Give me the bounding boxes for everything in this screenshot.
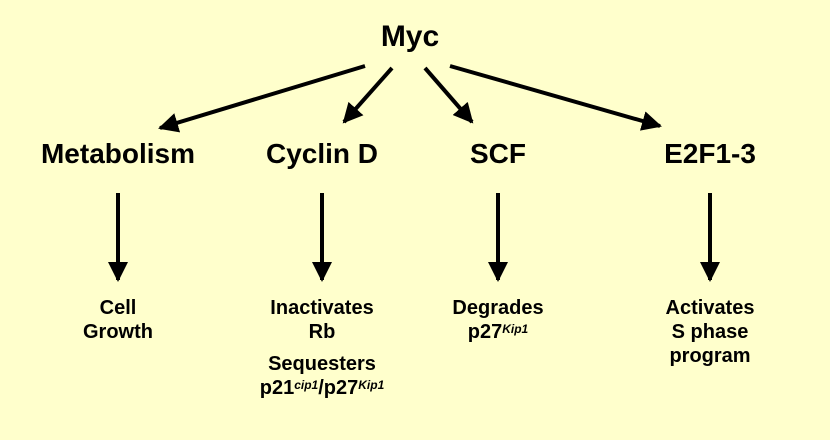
p21-base: p21 xyxy=(259,377,295,399)
node-scf: SCF xyxy=(470,138,526,169)
outcome-text: program xyxy=(669,345,751,367)
node-e2f1-3: E2F1-3 xyxy=(664,138,756,169)
outcome-text: Rb xyxy=(308,321,336,343)
outcome-text: Cell xyxy=(99,297,137,319)
separator: / xyxy=(318,377,324,399)
outcome-cyclin-d-effects: Inactivates Rb Sequesters p21cip1/p27Kip… xyxy=(260,296,385,400)
spacer xyxy=(260,344,385,352)
outcome-cell-growth: Cell Growth xyxy=(83,296,153,344)
p27-base: p27 xyxy=(467,321,503,343)
p27-superscript: Kip1 xyxy=(502,322,529,336)
arrow-myc-to-scf xyxy=(423,66,474,124)
node-myc: Myc xyxy=(380,20,440,53)
p21-superscript: cip1 xyxy=(294,378,319,392)
outcome-s-phase: Activates S phase program xyxy=(666,296,755,368)
p27-superscript: Kip1 xyxy=(358,378,385,392)
outcome-text: Growth xyxy=(83,321,153,343)
node-metabolism: Metabolism xyxy=(40,138,196,169)
arrow-myc-to-metabolism xyxy=(158,64,366,133)
node-cyclin-d: Cyclin D xyxy=(265,138,379,169)
outcome-text: Sequesters xyxy=(268,353,376,375)
outcome-text: Degrades xyxy=(452,297,544,319)
outcome-text: S phase xyxy=(671,321,749,343)
outcome-text: Inactivates xyxy=(270,297,374,319)
arrow-myc-to-cyclin-d xyxy=(342,66,394,124)
p27-base: p27 xyxy=(323,377,359,399)
p21-p27-label: p21cip1/p27Kip1 xyxy=(260,376,385,400)
outcome-scf-effects: Degrades p27Kip1 xyxy=(452,296,543,344)
arrow-myc-to-e2f xyxy=(449,64,662,131)
p27-label: p27Kip1 xyxy=(452,320,543,344)
outcome-text: Activates xyxy=(665,297,755,319)
